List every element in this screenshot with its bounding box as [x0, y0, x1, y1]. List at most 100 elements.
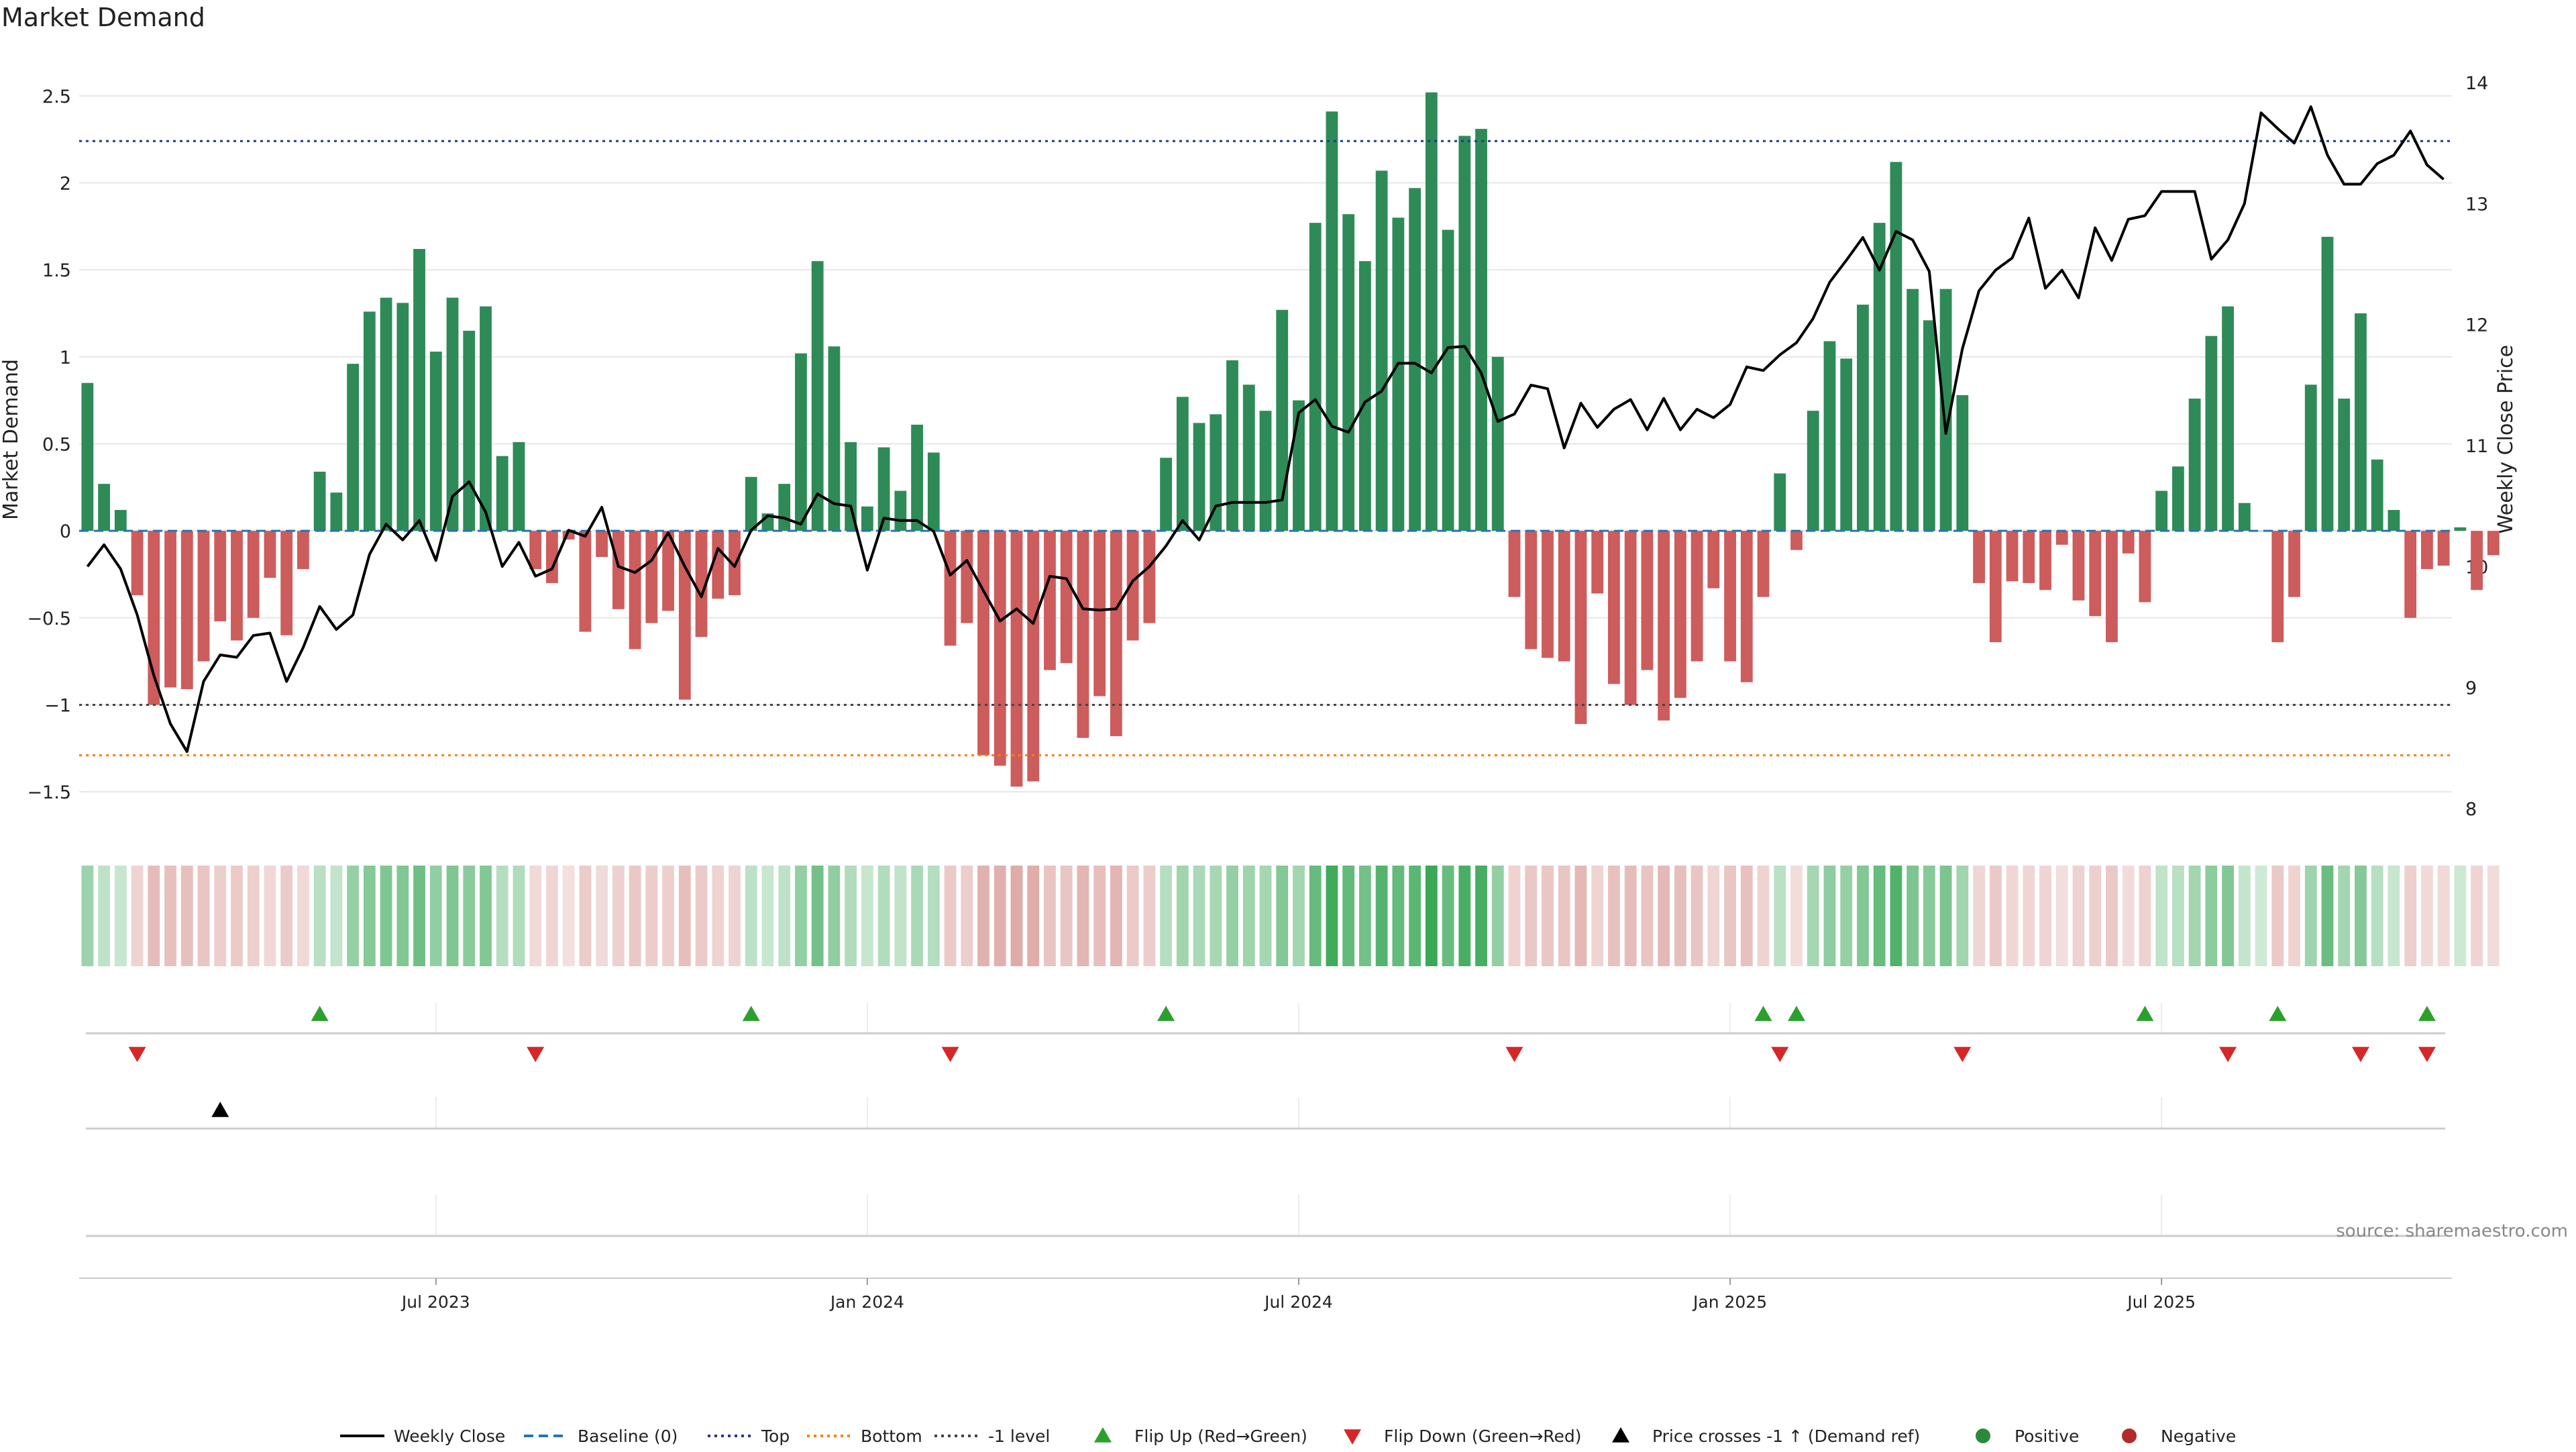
heat-strip-cell: [811, 866, 824, 966]
x-tick-label: Jan 2024: [829, 1292, 904, 1312]
demand-bar: [1890, 162, 1902, 531]
heat-strip-cell: [778, 866, 791, 966]
demand-bar: [2023, 531, 2035, 583]
heat-strip-cell: [2039, 866, 2051, 966]
flip-down-marker: [128, 1047, 146, 1062]
demand-bar: [1259, 411, 1272, 531]
demand-bar: [1807, 411, 1819, 531]
demand-bar: [1973, 531, 1985, 583]
heat-strip-cell: [1690, 866, 1703, 966]
heat-strip-cell: [1375, 866, 1388, 966]
demand-bar: [413, 249, 425, 531]
heat-strip-cell: [927, 866, 940, 966]
demand-bar: [1375, 170, 1388, 531]
demand-bar: [811, 261, 824, 531]
heat-strip-cell: [2238, 866, 2251, 966]
heat-strip-cell: [712, 866, 724, 966]
heat-strip-cell: [480, 866, 492, 966]
demand-bar: [1010, 531, 1023, 787]
heat-strip-cell: [1044, 866, 1056, 966]
demand-bar: [529, 531, 542, 570]
heat-strip-cell: [911, 866, 923, 966]
demand-bar: [313, 471, 326, 531]
heat-strip-cell: [695, 866, 708, 966]
x-tick-label: Jul 2025: [2126, 1292, 2196, 1312]
demand-bar: [1276, 309, 1289, 531]
heat-strip-cell: [1840, 866, 1853, 966]
demand-bar: [1210, 414, 1222, 531]
legend-swatch-flip-up: [1094, 1427, 1112, 1443]
heat-strip-cell: [1442, 866, 1454, 966]
heat-strip-cell: [363, 866, 376, 966]
demand-bar: [2238, 503, 2251, 531]
heat-strip-cell: [214, 866, 227, 966]
flip-up-marker: [2269, 1006, 2287, 1021]
demand-bar: [1093, 531, 1106, 696]
demand-bar: [1857, 305, 1869, 531]
x-tick-label: Jan 2025: [1692, 1292, 1767, 1312]
demand-bar: [1690, 531, 1703, 662]
demand-bar: [994, 531, 1006, 766]
heat-strip-cell: [81, 866, 94, 966]
demand-bar: [1392, 217, 1405, 531]
demand-bar: [1160, 458, 1172, 531]
legend-swatch-flip-down: [1344, 1429, 1361, 1445]
heat-strip-cell: [579, 866, 592, 966]
heat-strip-cell: [761, 866, 774, 966]
heat-strip-cell: [1608, 866, 1620, 966]
heat-strip-cell: [1890, 866, 1902, 966]
heat-strip-cell: [1293, 866, 1305, 966]
heat-strip-cell: [2006, 866, 2019, 966]
heat-strip-cell: [745, 866, 757, 966]
demand-bar: [1907, 289, 1919, 531]
heat-strip-cell: [1907, 866, 1919, 966]
demand-bar: [695, 531, 708, 637]
demand-bar: [1226, 360, 1238, 531]
demand-bar: [2271, 531, 2284, 643]
heat-strip-cell: [645, 866, 658, 966]
heat-strip-cell: [2089, 866, 2102, 966]
heat-strip-cell: [1973, 866, 1985, 966]
heat-strip-cell: [1525, 866, 1538, 966]
heat-strip-cell: [2055, 866, 2068, 966]
demand-bar: [2487, 531, 2500, 556]
heat-strip-cell: [1210, 866, 1222, 966]
heat-strip-cell: [1790, 866, 1803, 966]
heat-strip-cell: [1939, 866, 1952, 966]
heat-strip-cell: [1226, 866, 1238, 966]
demand-bar: [2106, 531, 2118, 643]
y-tick-label: 1.5: [42, 260, 71, 281]
heat-strip-cell: [894, 866, 907, 966]
demand-bar: [330, 492, 343, 531]
heat-strip-cell: [2122, 866, 2135, 966]
demand-bar: [2404, 531, 2417, 618]
flip-down-marker: [1953, 1047, 1972, 1062]
demand-bar: [1242, 384, 1255, 531]
heat-strip-cell: [562, 866, 575, 966]
demand-bar: [180, 531, 193, 690]
heat-strip-cell: [2355, 866, 2367, 966]
flip-up-marker: [2418, 1006, 2436, 1021]
heat-strip-cell: [2255, 866, 2267, 966]
demand-bar: [2321, 236, 2334, 531]
heat-strip-cell: [513, 866, 525, 966]
demand-bar: [612, 531, 625, 609]
flip-down-marker: [2219, 1047, 2237, 1062]
demand-bar: [1989, 531, 2002, 643]
heat-strip-cell: [1707, 866, 1720, 966]
demand-bar: [2006, 531, 2019, 582]
y-tick-label: −1: [44, 695, 71, 716]
y-right-tick-label: 13: [2465, 194, 2488, 215]
y-axis-label: Market Demand: [0, 359, 23, 520]
demand-bar: [1409, 188, 1421, 531]
heat-strip-cell: [2304, 866, 2317, 966]
demand-bar: [645, 531, 658, 623]
demand-bar: [1044, 531, 1056, 670]
demand-bar: [629, 531, 641, 650]
heat-strip-cell: [994, 866, 1006, 966]
legend-label: Top: [761, 1427, 790, 1446]
demand-bar: [927, 452, 940, 531]
demand-bar: [2355, 313, 2367, 531]
heat-strip-cell: [977, 866, 989, 966]
heat-strip-cell: [1574, 866, 1587, 966]
